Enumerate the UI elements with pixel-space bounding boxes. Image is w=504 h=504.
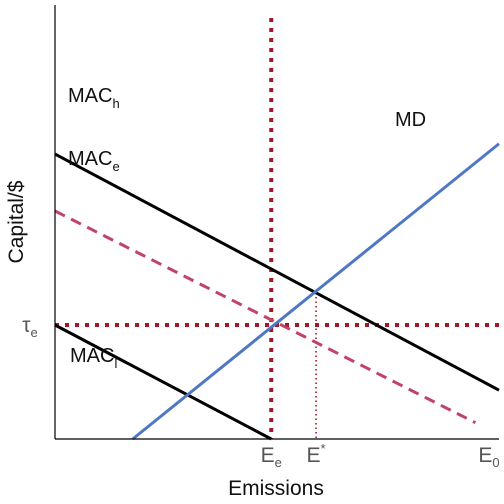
reference-lines: [55, 18, 499, 439]
series-line-macl: [54, 323, 272, 441]
series-labels: MACh MACe MACl MD: [68, 85, 426, 371]
x-tick-label-e0: E0: [478, 444, 499, 470]
series-label-md: MD: [395, 109, 426, 131]
series-label-mace: MACe: [68, 148, 120, 174]
x-tick-label-estar: E*: [307, 441, 326, 467]
x-tick-label-ee: Ee: [261, 444, 282, 470]
x-axis-title: Emissions: [228, 477, 324, 500]
series-lines: [54, 142, 500, 441]
series-line-md: [131, 142, 500, 441]
series-label-macl: MACl: [70, 345, 117, 371]
series-line-mace: [54, 209, 477, 425]
series-line-mach: [54, 152, 500, 392]
y-axis-title: Capital/$: [5, 180, 28, 263]
series-label-mach: MACh: [68, 85, 120, 111]
y-tick-label-tau-e: τe: [22, 314, 38, 340]
